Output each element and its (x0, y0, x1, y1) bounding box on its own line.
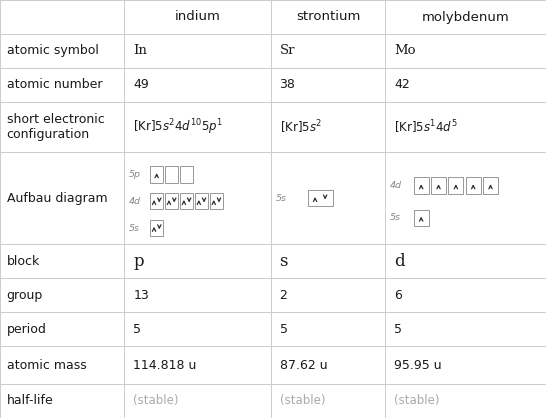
Text: indium: indium (175, 10, 221, 23)
Text: d: d (394, 253, 405, 270)
FancyBboxPatch shape (180, 193, 193, 209)
Text: (stable): (stable) (133, 395, 179, 408)
Text: group: group (7, 289, 43, 302)
Text: 87.62 u: 87.62 u (280, 359, 327, 372)
FancyBboxPatch shape (466, 177, 481, 194)
Text: 5s: 5s (129, 224, 140, 232)
FancyBboxPatch shape (448, 177, 464, 194)
Text: $[\mathrm{Kr}]5s^{2}$: $[\mathrm{Kr}]5s^{2}$ (280, 118, 322, 136)
Text: 5: 5 (280, 323, 288, 336)
FancyBboxPatch shape (431, 177, 446, 194)
Text: 13: 13 (133, 289, 149, 302)
Text: Mo: Mo (394, 44, 416, 58)
Text: 38: 38 (280, 79, 295, 92)
Text: Aufbau diagram: Aufbau diagram (7, 192, 107, 205)
Text: period: period (7, 323, 46, 336)
Text: $[\mathrm{Kr}]5s^{1}4d^{5}$: $[\mathrm{Kr}]5s^{1}4d^{5}$ (394, 118, 458, 136)
Text: half-life: half-life (7, 395, 54, 408)
Text: short electronic
configuration: short electronic configuration (7, 113, 104, 141)
FancyBboxPatch shape (307, 190, 333, 206)
Text: 5s: 5s (275, 194, 287, 203)
Text: block: block (7, 255, 40, 268)
Text: In: In (133, 44, 147, 58)
FancyBboxPatch shape (483, 177, 498, 194)
Text: 114.818 u: 114.818 u (133, 359, 197, 372)
Text: 6: 6 (394, 289, 402, 302)
Text: 5p: 5p (129, 170, 141, 179)
FancyBboxPatch shape (195, 193, 208, 209)
Text: $[\mathrm{Kr}]5s^{2}4d^{10}5p^{1}$: $[\mathrm{Kr}]5s^{2}4d^{10}5p^{1}$ (133, 117, 223, 137)
FancyBboxPatch shape (413, 177, 429, 194)
Text: s: s (280, 253, 288, 270)
FancyBboxPatch shape (180, 166, 193, 183)
FancyBboxPatch shape (150, 166, 163, 183)
FancyBboxPatch shape (165, 193, 178, 209)
Text: (stable): (stable) (394, 395, 440, 408)
FancyBboxPatch shape (165, 166, 178, 183)
Text: Sr: Sr (280, 44, 295, 58)
Text: 5: 5 (394, 323, 402, 336)
Text: atomic number: atomic number (7, 79, 102, 92)
Text: 5s: 5s (390, 214, 401, 222)
Text: atomic mass: atomic mass (7, 359, 86, 372)
FancyBboxPatch shape (150, 220, 163, 236)
FancyBboxPatch shape (413, 210, 429, 226)
Text: 5: 5 (133, 323, 141, 336)
Text: strontium: strontium (296, 10, 360, 23)
Text: atomic symbol: atomic symbol (7, 44, 98, 58)
Text: 49: 49 (133, 79, 149, 92)
FancyBboxPatch shape (210, 193, 223, 209)
Text: 2: 2 (280, 289, 287, 302)
FancyBboxPatch shape (150, 193, 163, 209)
Text: 42: 42 (394, 79, 410, 92)
Text: p: p (133, 253, 144, 270)
Text: (stable): (stable) (280, 395, 325, 408)
Text: molybdenum: molybdenum (422, 10, 509, 23)
Text: 4d: 4d (390, 181, 402, 190)
Text: 4d: 4d (129, 197, 141, 206)
Text: 95.95 u: 95.95 u (394, 359, 442, 372)
